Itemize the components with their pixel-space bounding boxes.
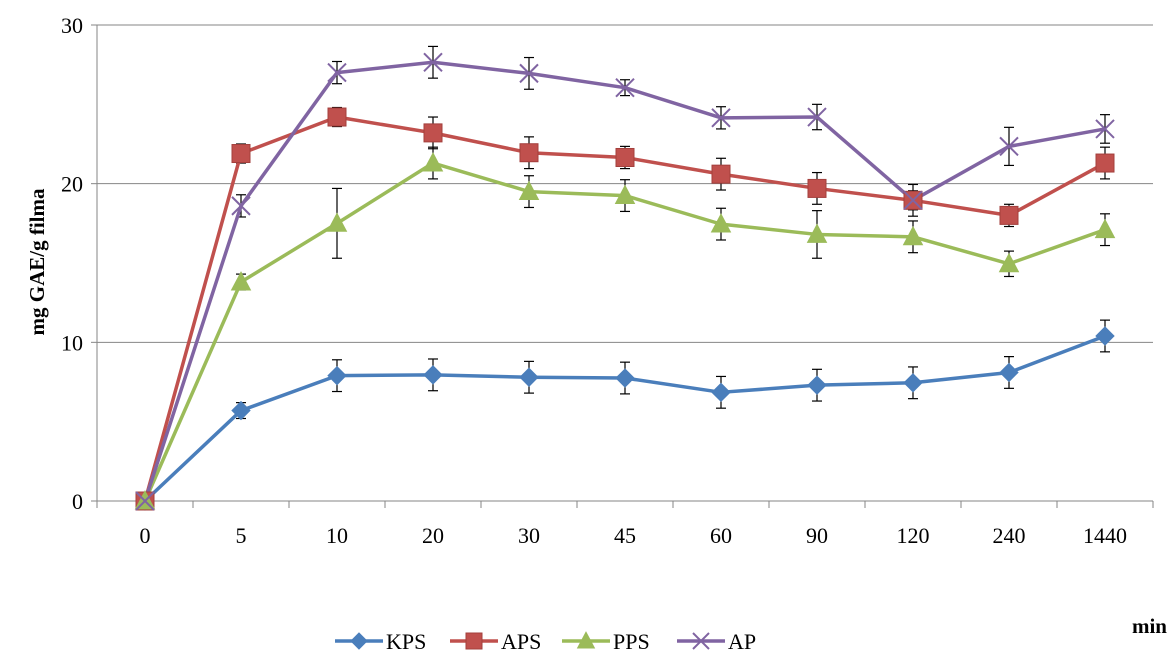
data-point-pps <box>614 184 636 204</box>
x-tick-label: 1440 <box>1083 523 1127 548</box>
data-point-pps <box>902 225 924 246</box>
legend-label-aps: APS <box>501 629 541 654</box>
data-point-aps <box>423 123 443 143</box>
data-point-aps <box>519 143 539 163</box>
data-point-kps <box>807 375 827 395</box>
data-point-pps <box>806 223 828 243</box>
data-point-pps <box>326 212 348 232</box>
y-axis-title: mg GAE/g filma <box>25 188 49 335</box>
x-axis-title: min <box>1132 614 1167 638</box>
x-tick-label: 45 <box>614 523 636 548</box>
data-point-ap <box>615 77 635 98</box>
legend-label-ap: AP <box>728 629 756 654</box>
legend-marker-ap <box>692 632 710 650</box>
data-point-ap <box>903 190 923 211</box>
data-point-pps <box>518 180 540 201</box>
legend-label-pps: PPS <box>613 629 650 654</box>
x-tick-label: 120 <box>897 523 930 548</box>
data-point-aps <box>711 164 731 184</box>
data-point-kps <box>519 367 539 387</box>
data-point-kps <box>711 382 731 403</box>
data-point-kps <box>903 373 923 393</box>
y-tick-label: 20 <box>61 172 83 197</box>
x-tick-label: 0 <box>140 523 151 548</box>
data-point-kps <box>327 365 347 386</box>
y-tick-label: 0 <box>72 489 83 514</box>
data-point-pps <box>422 152 444 172</box>
data-point-ap <box>807 107 827 127</box>
y-tick-label: 10 <box>61 330 83 355</box>
series-line-ap <box>143 60 1106 502</box>
data-point-aps <box>807 178 827 198</box>
x-tick-label: 60 <box>710 523 732 548</box>
data-point-kps <box>423 365 443 385</box>
legend-marker-kps <box>350 632 368 650</box>
data-point-pps <box>710 213 732 233</box>
data-point-pps <box>1094 218 1116 239</box>
x-tick-label: 240 <box>993 523 1026 548</box>
data-point-pps <box>998 252 1020 273</box>
series-line-kps <box>143 334 1106 503</box>
x-tick-label: 10 <box>326 523 348 548</box>
data-point-ap <box>1095 119 1115 139</box>
data-point-kps <box>1095 326 1115 346</box>
y-axis-ticks: 0 10 20 30 <box>61 13 98 514</box>
data-point-kps <box>615 368 635 388</box>
data-point-ap <box>999 136 1019 157</box>
data-point-ap <box>327 62 347 83</box>
data-point-ap <box>135 491 155 511</box>
data-point-aps <box>999 205 1019 225</box>
data-point-ap <box>231 196 251 216</box>
series-lines <box>143 60 1106 503</box>
x-tick-label: 30 <box>518 523 540 548</box>
series-line-pps <box>143 161 1106 502</box>
data-point-aps <box>231 144 251 164</box>
x-axis: 0 5 10 20 30 45 60 90 120 240 1440 <box>96 500 1154 548</box>
series-markers <box>134 52 1116 511</box>
data-point-ap <box>519 63 539 84</box>
data-point-pps <box>230 271 252 291</box>
x-tick-label: 20 <box>422 523 444 548</box>
y-tick-label: 30 <box>61 13 83 38</box>
data-point-ap <box>423 52 443 72</box>
legend-marker-aps <box>465 632 483 650</box>
x-tick-label: 5 <box>236 523 247 548</box>
data-point-aps <box>615 147 635 167</box>
data-point-aps <box>1095 153 1115 173</box>
legend-marker-pps <box>576 631 596 649</box>
data-point-kps <box>999 362 1019 383</box>
data-point-ap <box>711 108 731 128</box>
legend-label-kps: KPS <box>386 629 426 654</box>
x-tick-label: 90 <box>806 523 828 548</box>
legend: KPS APS PPS AP <box>335 629 756 654</box>
data-point-aps <box>327 107 347 127</box>
data-point-kps <box>231 400 251 421</box>
